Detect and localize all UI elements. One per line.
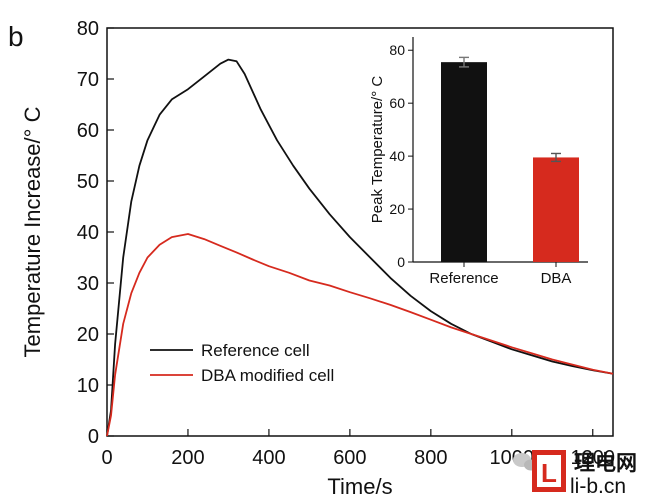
bar-reference bbox=[441, 62, 487, 262]
inset-x-tick-label: DBA bbox=[541, 270, 572, 287]
x-axis-label: Time/s bbox=[327, 474, 392, 499]
inset-y-tick-label: 60 bbox=[389, 95, 405, 111]
legend-label: DBA modified cell bbox=[201, 366, 334, 385]
x-tick-label: 0 bbox=[101, 447, 112, 469]
inset-y-tick-label: 40 bbox=[389, 148, 405, 164]
bar-dba bbox=[533, 157, 579, 262]
logo-letter: L bbox=[541, 458, 557, 488]
watermark: L 理电网 li-b.cn bbox=[513, 450, 637, 498]
y-tick-label: 80 bbox=[77, 18, 99, 40]
y-tick-label: 10 bbox=[77, 375, 99, 397]
watermark-url: li-b.cn bbox=[570, 475, 626, 498]
y-axis-label: Temperature Increase/° C bbox=[20, 106, 45, 357]
inset-x-tick-label: Reference bbox=[429, 270, 498, 287]
x-tick-label: 1200 bbox=[571, 447, 616, 469]
inset-y-tick-label: 20 bbox=[389, 201, 405, 217]
main-lines bbox=[106, 58, 614, 437]
inset-bars: Reference DBA bbox=[429, 56, 579, 287]
y-tick-label: 40 bbox=[77, 222, 99, 244]
watermark-cn: 理电网 bbox=[574, 452, 637, 475]
inset-y-tick-label: 80 bbox=[389, 42, 405, 58]
x-tick-label: 200 bbox=[171, 447, 204, 469]
inset-y-axis-label: Peak Temperature/° C bbox=[369, 76, 386, 224]
y-tick-label: 0 bbox=[88, 426, 99, 448]
y-tick-label: 60 bbox=[77, 120, 99, 142]
x-tick-label: 400 bbox=[252, 447, 285, 469]
main-chart: 0 200 400 600 800 1000 1200 01020304050607080 … bbox=[20, 18, 615, 499]
panel-label: b bbox=[8, 21, 24, 52]
legend-label: Reference cell bbox=[201, 341, 310, 360]
inset-y-tick-label: 0 bbox=[397, 254, 405, 270]
series-line-reference-cell bbox=[106, 58, 614, 437]
inset-chart: 0 20 40 60 80 Reference DBA Peak Temperature/… bbox=[369, 37, 588, 287]
y-tick-label: 20 bbox=[77, 324, 99, 346]
series-line-dba-modified-cell bbox=[106, 233, 614, 437]
y-tick-label: 50 bbox=[77, 171, 99, 193]
main-x-ticks: 0 200 400 600 800 1000 1200 bbox=[101, 429, 615, 469]
x-tick-label: 600 bbox=[333, 447, 366, 469]
legend: Reference cell DBA modified cell bbox=[150, 341, 334, 385]
li-b-logo: L bbox=[532, 450, 566, 492]
inset-y-ticks: 0 20 40 60 80 bbox=[389, 42, 413, 270]
x-tick-label: 800 bbox=[414, 447, 447, 469]
y-tick-label: 30 bbox=[77, 273, 99, 295]
main-y-ticks: 0 10 20 30 40 50 60 70 80 bbox=[77, 18, 114, 448]
y-tick-label: 70 bbox=[77, 69, 99, 91]
